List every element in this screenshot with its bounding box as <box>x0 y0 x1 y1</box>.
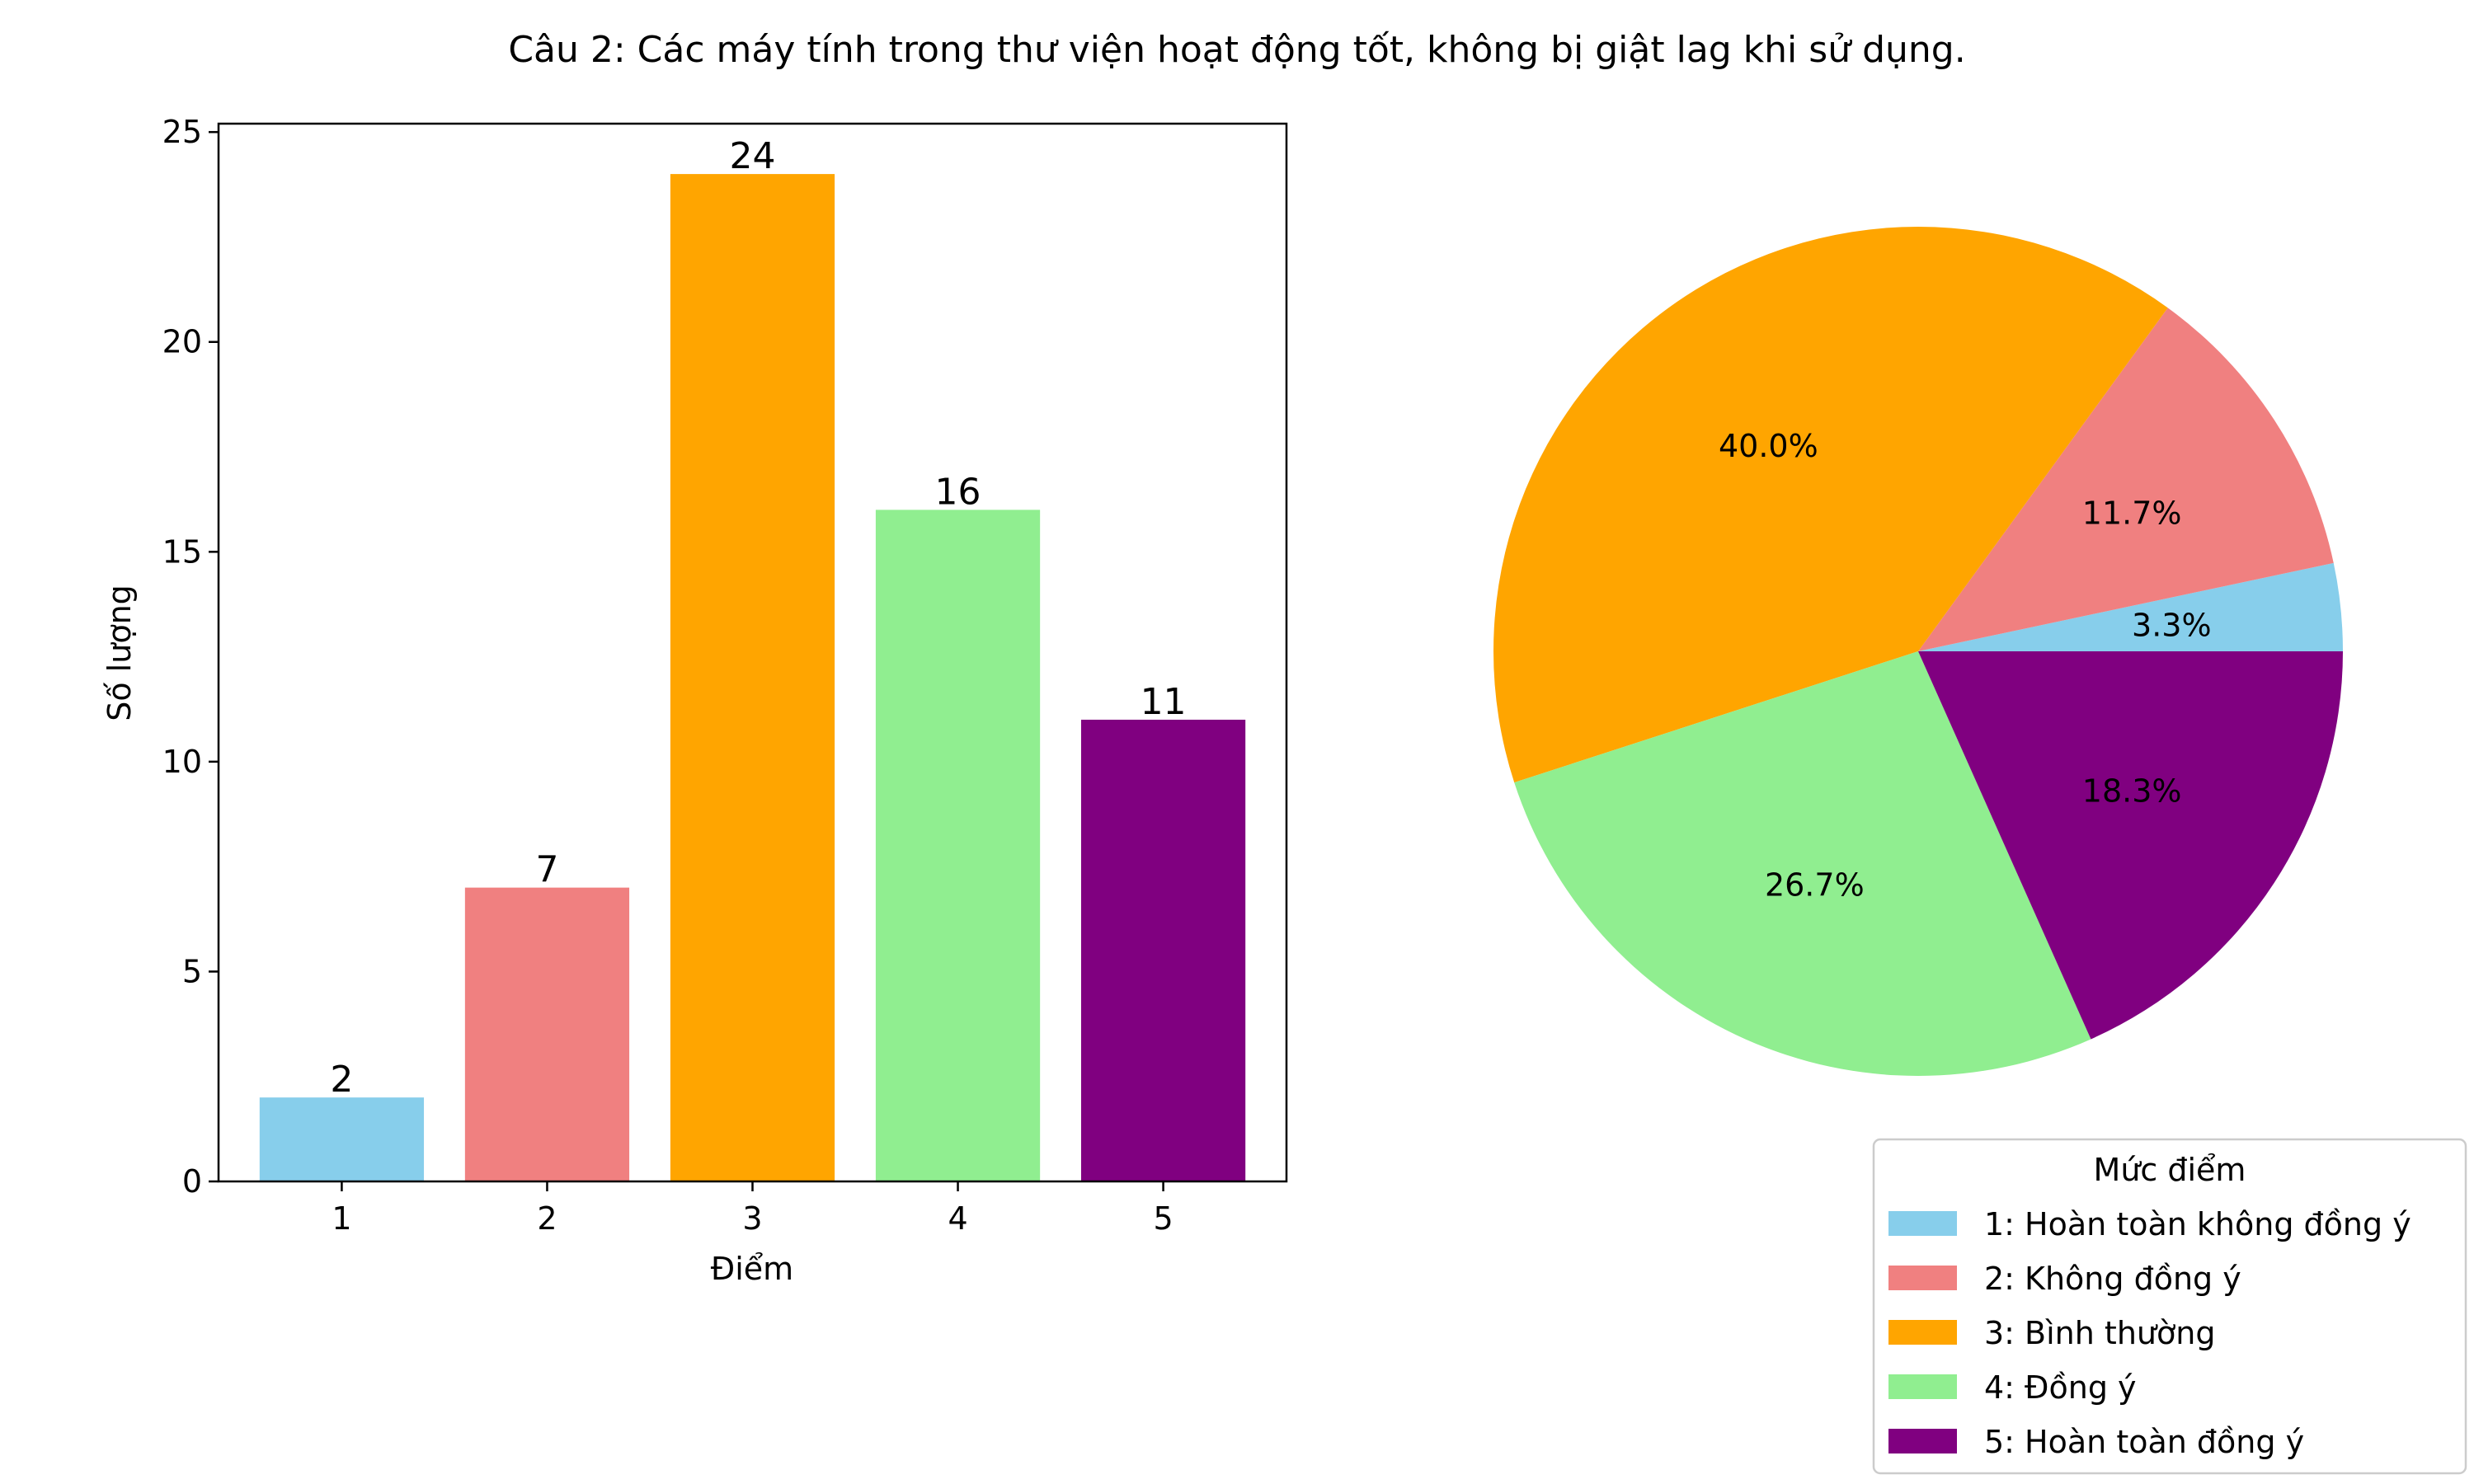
bar-value-label-5: 11 <box>1141 681 1187 723</box>
bar-5 <box>1080 719 1246 1181</box>
y-tick-label: 5 <box>182 953 202 989</box>
bar-3 <box>670 174 835 1182</box>
legend-frame <box>1872 1138 2467 1475</box>
y-axis-label: Số lượng <box>101 585 138 721</box>
bar-value-label-4: 16 <box>935 471 981 513</box>
pie-percent-label-1: 3.3% <box>2132 608 2212 644</box>
bar-value-label-1: 2 <box>330 1059 353 1101</box>
bar-2 <box>464 887 630 1181</box>
bar-value-labels: 2 7 24 16 11 <box>330 135 1186 1101</box>
y-axis-ticks: 0 5 10 15 20 25 <box>162 114 219 1200</box>
x-tick-label: 4 <box>948 1200 967 1237</box>
pie-slice-5 <box>1918 651 2343 1040</box>
pie-percent-label-3: 40.0% <box>1719 428 1818 464</box>
legend-label-2: 2: Không đồng ý <box>1984 1261 2241 1297</box>
pie-slice-3 <box>1493 226 2168 783</box>
legend-swatch-4 <box>1888 1374 1957 1399</box>
legend-swatch-2 <box>1888 1266 1957 1290</box>
bar-value-label-3: 24 <box>730 135 776 177</box>
x-axis-ticks: 1 2 3 4 5 <box>332 1181 1174 1237</box>
legend-swatch-1 <box>1888 1211 1957 1236</box>
pie-slices <box>1493 226 2343 1076</box>
bar-value-label-2: 7 <box>535 849 558 891</box>
legend-swatch-5 <box>1888 1429 1957 1453</box>
pie-percent-labels: 3.3% 11.7% 40.0% 26.7% 18.3% <box>1719 428 2212 903</box>
x-tick-label: 3 <box>742 1200 762 1237</box>
bar-chart: 2 7 24 16 11 0 5 10 15 20 25 1 2 3 4 5 Điểm Số lượng <box>101 114 1288 1287</box>
x-tick-label: 5 <box>1153 1200 1173 1237</box>
pie-percent-label-5: 18.3% <box>2082 773 2182 809</box>
y-tick-label: 15 <box>162 533 202 570</box>
bar-series <box>259 174 1246 1182</box>
pie-slice-4 <box>1514 651 2091 1076</box>
y-tick-label: 0 <box>182 1163 202 1200</box>
x-axis-label: Điểm <box>711 1251 793 1287</box>
legend-label-5: 5: Hoàn toàn đồng ý <box>1984 1424 2304 1460</box>
pie-percent-label-4: 26.7% <box>1765 866 1865 903</box>
pie-legend: Mức điểm 1: Hoàn toàn không đồng ý 2: Khô… <box>1872 1138 2467 1475</box>
y-tick-label: 10 <box>162 744 202 780</box>
legend-items: 1: Hoàn toàn không đồng ý 2: Không đồng ý… <box>1888 1206 2411 1460</box>
x-tick-label: 2 <box>537 1200 557 1237</box>
pie-chart: 3.3% 11.7% 40.0% 26.7% 18.3% <box>1493 226 2343 1076</box>
pie-percent-label-2: 11.7% <box>2082 495 2182 532</box>
legend-swatch-3 <box>1888 1320 1957 1345</box>
x-tick-label: 1 <box>332 1200 351 1237</box>
pie-slice-2 <box>1918 308 2334 651</box>
chart-title: Câu 2: Các máy tính trong thư viện hoạt … <box>508 29 1965 71</box>
legend-title: Mức điểm <box>2094 1152 2246 1188</box>
bar-1 <box>259 1097 425 1181</box>
y-tick-label: 20 <box>162 324 202 360</box>
pie-slice-1 <box>1918 562 2343 651</box>
legend-label-1: 1: Hoàn toàn không đồng ý <box>1984 1206 2411 1242</box>
legend-label-4: 4: Đồng ý <box>1984 1369 2137 1406</box>
legend-label-3: 3: Bình thường <box>1984 1315 2215 1351</box>
y-tick-label: 25 <box>162 114 202 150</box>
bar-4 <box>875 510 1041 1181</box>
